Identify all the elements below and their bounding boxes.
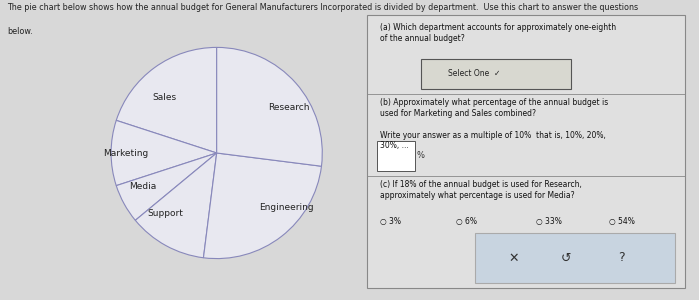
Text: The pie chart below shows how the annual budget for General Manufacturers Incorp: The pie chart below shows how the annual…	[7, 3, 638, 12]
Wedge shape	[116, 153, 217, 220]
Text: %: %	[417, 151, 424, 160]
FancyBboxPatch shape	[367, 15, 685, 288]
Text: (b) Approximately what percentage of the annual budget is
used for Marketing and: (b) Approximately what percentage of the…	[380, 98, 608, 118]
Text: Write your answer as a multiple of 10%  that is, 10%, 20%,
30%, ...: Write your answer as a multiple of 10% t…	[380, 131, 605, 150]
Text: Engineering: Engineering	[259, 203, 313, 212]
Text: ○ 3%: ○ 3%	[380, 217, 401, 226]
Text: Media: Media	[129, 182, 157, 190]
Text: ↺: ↺	[561, 251, 571, 265]
Text: ○ 54%: ○ 54%	[609, 217, 635, 226]
Text: ○ 33%: ○ 33%	[535, 217, 561, 226]
Text: Marketing: Marketing	[103, 148, 148, 158]
Text: ○ 6%: ○ 6%	[456, 217, 477, 226]
FancyBboxPatch shape	[377, 141, 415, 171]
Wedge shape	[203, 153, 322, 259]
Text: below.: below.	[7, 27, 33, 36]
Text: Select One  ✓: Select One ✓	[448, 69, 500, 78]
Text: ✕: ✕	[508, 251, 519, 265]
Text: (a) Which department accounts for approximately one-eighth
of the annual budget?: (a) Which department accounts for approx…	[380, 23, 616, 43]
Text: (c) If 18% of the annual budget is used for Research,
approximately what percent: (c) If 18% of the annual budget is used …	[380, 180, 582, 200]
Text: Sales: Sales	[152, 93, 176, 102]
FancyBboxPatch shape	[421, 59, 570, 89]
Text: Support: Support	[147, 208, 184, 217]
Wedge shape	[111, 120, 217, 186]
FancyBboxPatch shape	[475, 233, 675, 283]
Wedge shape	[217, 47, 322, 166]
Text: Research: Research	[268, 103, 310, 112]
Wedge shape	[116, 47, 217, 153]
Text: ?: ?	[618, 251, 625, 265]
Wedge shape	[136, 153, 217, 258]
